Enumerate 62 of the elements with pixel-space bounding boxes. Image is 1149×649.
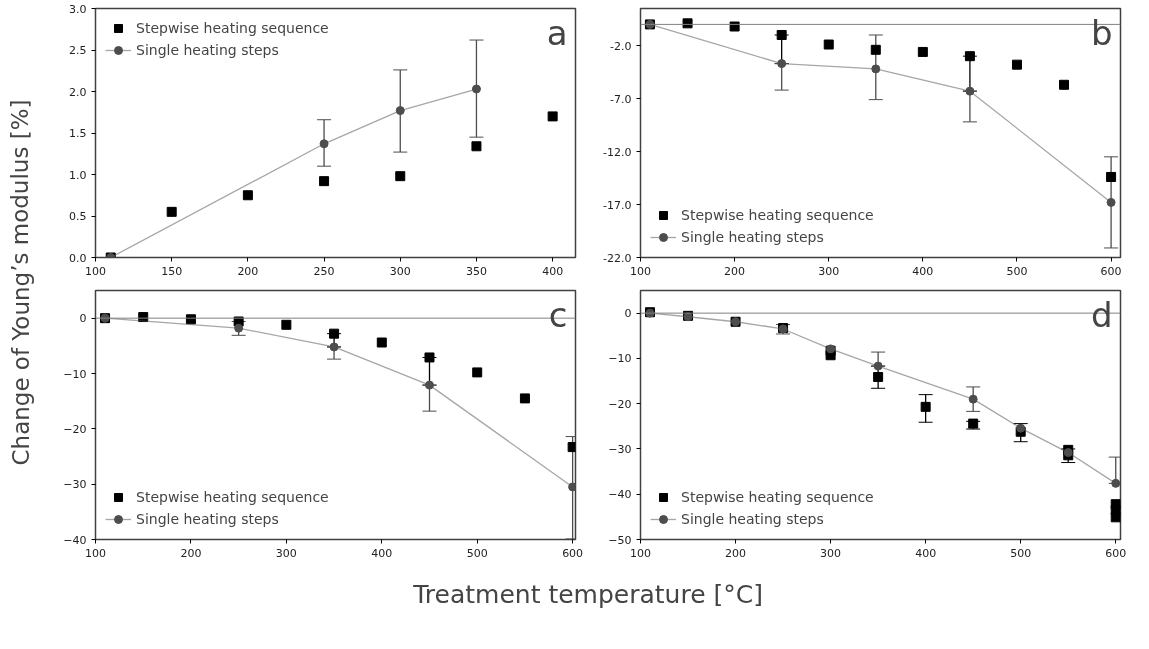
x-tick-label: 100 <box>85 264 106 278</box>
y-axis-title: Change of Young’s modulus [%] <box>7 99 34 466</box>
y-tick-label: 0 <box>79 312 87 326</box>
legend-label: Single heating steps <box>681 511 824 527</box>
y-tick-label: 1.0 <box>69 168 87 182</box>
annotation: b <box>1090 12 1113 53</box>
y-tick-label: −40 <box>63 533 87 547</box>
y-tick-label: 3.0 <box>69 2 87 16</box>
x-tick-label: 300 <box>820 546 842 560</box>
x-tick-label: 600 <box>1100 264 1122 278</box>
y-tick-label: -7.0 <box>610 92 632 106</box>
legend-label: Stepwise heating sequence <box>681 207 874 223</box>
y-tick-label: -2.0 <box>610 39 632 53</box>
y-tick-label: −10 <box>608 352 632 366</box>
annotation: d <box>1090 294 1113 335</box>
y-tick-label: −20 <box>63 422 87 436</box>
x-tick-label: 500 <box>1006 264 1028 278</box>
y-tick-label: −20 <box>608 397 632 411</box>
y-tick-label: −50 <box>608 533 632 547</box>
legend-label: Stepwise heating sequence <box>681 489 874 505</box>
x-tick-label: 100 <box>85 546 106 560</box>
y-tick-label: -12.0 <box>603 145 632 159</box>
x-axis-title: Treatment temperature [°C] <box>412 580 763 609</box>
x-tick-label: 150 <box>161 264 183 278</box>
x-tick-label: 300 <box>275 546 297 560</box>
y-tick-label: 0.5 <box>69 210 87 223</box>
y-tick-label: -22.0 <box>603 251 632 265</box>
x-tick-label: 300 <box>818 264 840 278</box>
x-tick-label: 400 <box>915 546 937 560</box>
x-tick-label: 200 <box>725 546 747 560</box>
x-tick-label: 200 <box>724 264 746 278</box>
y-tick-label: 2.5 <box>69 44 87 57</box>
y-tick-label: −10 <box>63 367 87 381</box>
x-tick-label: 400 <box>542 264 564 278</box>
x-tick-label: 500 <box>1010 546 1032 560</box>
x-tick-label: 600 <box>562 546 584 560</box>
x-tick-label: 400 <box>912 264 934 278</box>
x-tick-label: 300 <box>389 264 411 278</box>
x-tick-label: 100 <box>630 546 651 560</box>
x-tick-label: 350 <box>465 264 487 278</box>
y-tick-label: 2.0 <box>69 85 87 99</box>
y-tick-label: −40 <box>608 488 632 502</box>
annotation: c <box>548 294 568 335</box>
legend-label: Stepwise heating sequence <box>136 489 329 505</box>
legend-label: Single heating steps <box>136 511 279 527</box>
y-tick-label: −30 <box>63 478 87 492</box>
y-tick-label: 1.5 <box>69 127 87 140</box>
legend-label: Stepwise heating sequence <box>136 20 329 36</box>
y-tick-label: -17.0 <box>603 198 632 212</box>
legend-label: Single heating steps <box>136 42 279 58</box>
x-tick-label: 400 <box>371 546 393 560</box>
x-tick-label: 500 <box>466 546 488 560</box>
x-tick-label: 600 <box>1105 546 1127 560</box>
x-tick-label: 200 <box>180 546 202 560</box>
x-tick-label: 200 <box>237 264 259 278</box>
y-tick-label: 0.0 <box>69 251 87 265</box>
y-tick-label: −30 <box>608 442 632 456</box>
y-tick-label: 0 <box>624 307 632 321</box>
x-tick-label: 100 <box>630 264 651 278</box>
legend-label: Single heating steps <box>681 229 824 245</box>
annotation: a <box>546 12 568 53</box>
x-tick-label: 250 <box>313 264 335 278</box>
